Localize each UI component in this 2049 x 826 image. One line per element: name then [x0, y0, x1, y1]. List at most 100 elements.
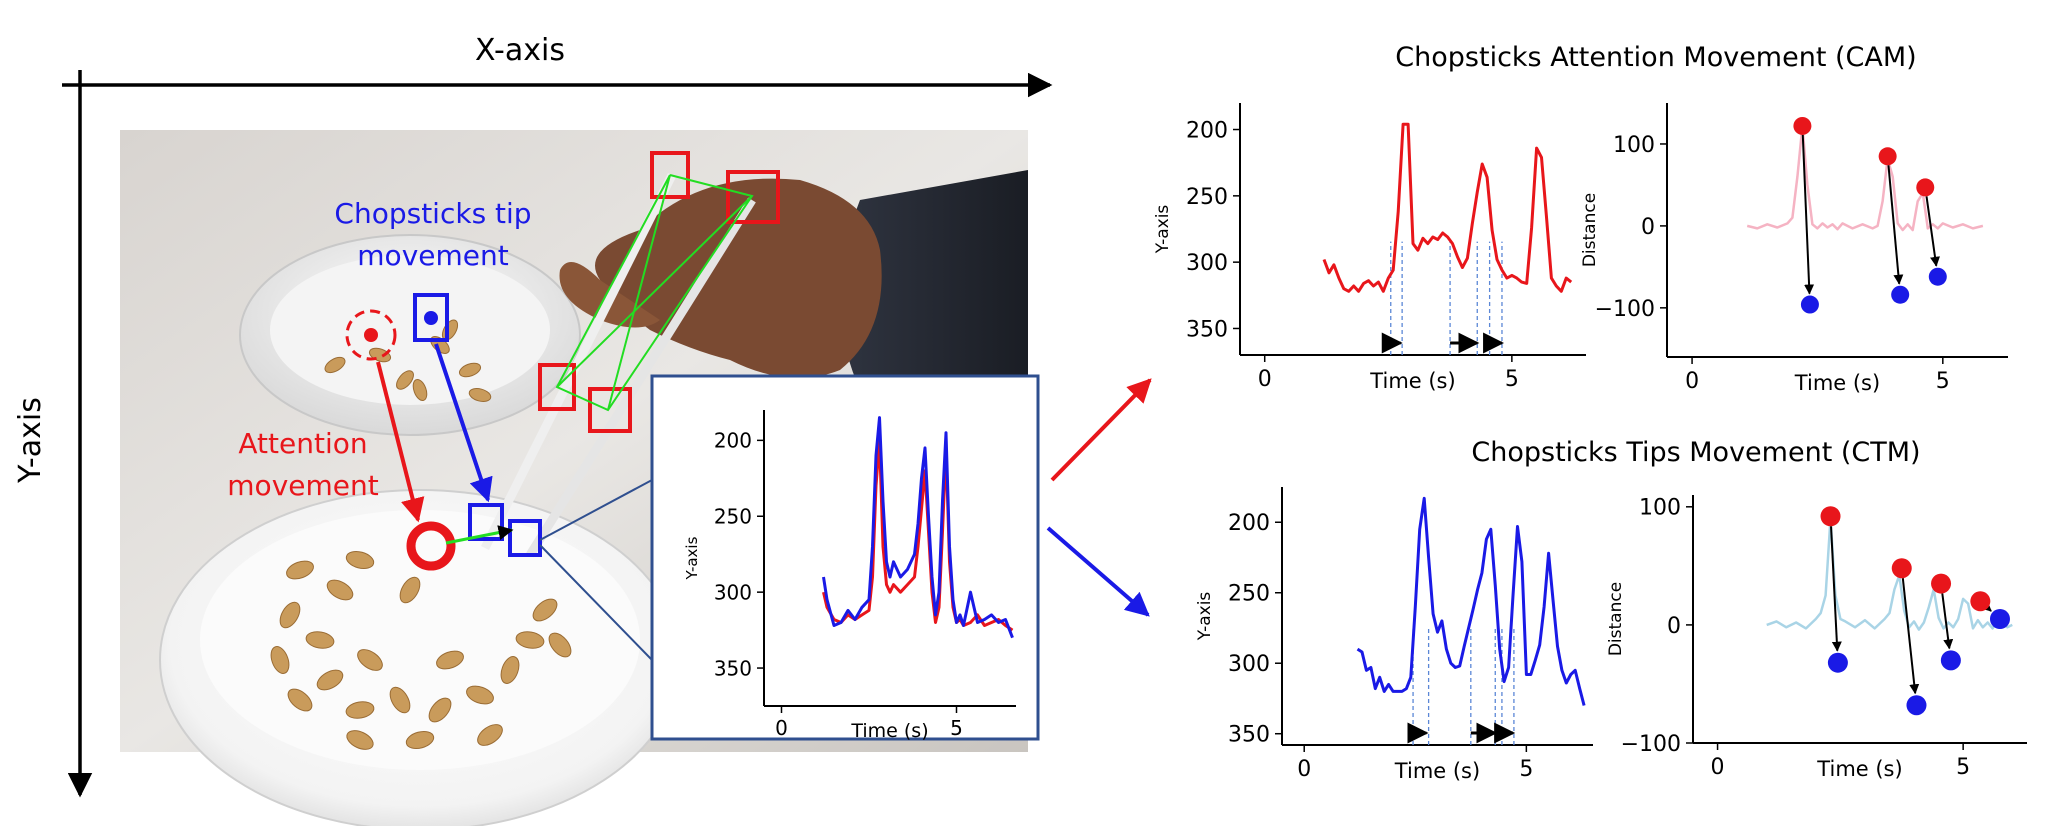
- tracking-box-1: [650, 151, 690, 199]
- image-axes: X-axis Y-axis: [13, 33, 1053, 798]
- tip-movement-label-1: Chopsticks tip: [334, 197, 531, 230]
- end-tip-box-1: [468, 503, 504, 541]
- y-tick-label: 350: [1186, 317, 1228, 342]
- photo: [120, 130, 1028, 826]
- tracking-boxes: [538, 151, 780, 433]
- y-tick-label: −100: [1595, 297, 1655, 322]
- y-axis-label: Y-axis: [13, 397, 48, 484]
- series-line-blue: [1356, 496, 1586, 706]
- y-axis-title: Distance: [1580, 193, 1600, 267]
- y-tick-label: 300: [1228, 652, 1270, 677]
- end-marker: [1940, 650, 1961, 671]
- start-tip-box: [413, 293, 449, 342]
- ctm-distance-chart: 100 0 −100 0 5 Time (s) Distance: [1606, 495, 2027, 781]
- x-tick-label: 0: [1297, 757, 1311, 782]
- end-marker: [1906, 695, 1927, 716]
- y-tick-label: 0: [1641, 215, 1655, 240]
- x-axis-title: Time (s): [1394, 759, 1480, 783]
- tracking-box-4: [588, 387, 632, 433]
- tracking-line-3: [556, 195, 753, 388]
- start-marker: [1916, 178, 1935, 197]
- y-axis-title: Distance: [1606, 582, 1626, 656]
- y-tick-label: 350: [714, 656, 752, 680]
- sleeve: [840, 170, 1028, 420]
- end-marker: [1989, 609, 2010, 629]
- x-tick-label: 5: [950, 716, 963, 740]
- end-marker: [1827, 652, 1848, 673]
- x-axis-title: Time (s): [1369, 369, 1455, 393]
- y-axis-title: Y-axis: [1195, 592, 1215, 642]
- x-tick-label: 0: [1711, 755, 1725, 780]
- series-line-pink: [1746, 124, 1984, 232]
- callout-line-2: [539, 544, 653, 661]
- y-tick-label: 250: [1186, 185, 1228, 210]
- attention-movement-label-1: Attention: [238, 427, 367, 460]
- movement-arrow: [1830, 526, 1842, 652]
- x-tick-label: 0: [1685, 369, 1699, 394]
- x-tick-label: 5: [1956, 755, 1970, 780]
- start-attention-dot: [364, 328, 378, 342]
- tracking-box-3: [538, 363, 576, 411]
- y-tick-label: 0: [1667, 614, 1681, 639]
- attention-movement-label-2: movement: [227, 469, 378, 502]
- x-axis-title: Time (s): [1816, 757, 1902, 781]
- inset-panel: [650, 374, 1040, 741]
- ctm-y-chart: 200 250 300 350 0 5 Time (s) Y-axis: [1195, 487, 1593, 783]
- start-marker: [1878, 147, 1897, 166]
- cam-direction-arrow: [1050, 378, 1152, 482]
- y-tick-label: 100: [1613, 133, 1655, 158]
- x-tick-label: 0: [775, 716, 788, 740]
- start-tip-dot: [424, 311, 438, 325]
- peanuts-front: [270, 550, 572, 750]
- tracking-box-2: [726, 170, 780, 224]
- tip-movement-label-2: movement: [357, 239, 508, 272]
- movement-arrow: [1901, 578, 1920, 695]
- tip-annotations: [345, 293, 542, 571]
- movement-arrow: [1941, 593, 1954, 650]
- movement-arrow: [1925, 196, 1940, 267]
- start-marker: [1891, 558, 1912, 579]
- end-attention-ring: [406, 521, 456, 571]
- y-tick-label: 100: [1639, 496, 1681, 521]
- end-marker: [1928, 267, 1947, 286]
- cam-title: Chopsticks Attention Movement (CAM): [1395, 42, 1916, 73]
- end-marker: [1891, 285, 1910, 304]
- start-marker: [1793, 116, 1812, 135]
- x-tick-label: 5: [1505, 367, 1519, 392]
- ctm-title: Chopsticks Tips Movement (CTM): [1471, 437, 1920, 468]
- movement-arrow: [1887, 165, 1904, 285]
- cam-distance-chart: 100 0 −100 0 5 Time (s) Distance: [1580, 103, 2008, 395]
- x-axis-title: Time (s): [850, 720, 928, 742]
- y-tick-label: −100: [1621, 732, 1681, 757]
- series-line-red: [1322, 122, 1573, 293]
- front-bowl-inner: [200, 510, 640, 770]
- start-attention-circle: [345, 309, 397, 361]
- x-axis-label: X-axis: [475, 33, 565, 68]
- tip-arrow: [434, 343, 493, 503]
- y-tick-label: 200: [1186, 118, 1228, 143]
- cam-y-chart: 200 250 300 350 0 5 Time (s) Y-axis: [1153, 103, 1586, 393]
- start-marker: [1931, 573, 1952, 594]
- end-green-arrow: [445, 525, 514, 545]
- y-axis-title: Y-axis: [1153, 205, 1173, 255]
- series-line-light-blue: [1766, 517, 2013, 631]
- movement-arrow: [1981, 601, 1992, 612]
- start-marker: [1970, 591, 1991, 612]
- x-axis-title: Time (s): [1794, 371, 1880, 395]
- tracking-polylines: [555, 174, 754, 412]
- y-tick-label: 250: [1228, 582, 1270, 607]
- chopstick-1: [480, 172, 677, 551]
- y-tick-label: 200: [1228, 511, 1270, 536]
- inset-chart: 200 250 300 350 0 5 Time (s) Y-axis: [683, 410, 1016, 742]
- x-tick-label: 0: [1258, 367, 1272, 392]
- attention-arrow: [376, 361, 425, 523]
- start-marker: [1820, 506, 1841, 527]
- series-line-red: [822, 438, 1014, 632]
- series-line-blue: [822, 416, 1014, 639]
- y-tick-label: 300: [714, 580, 752, 604]
- y-tick-label: 250: [714, 504, 752, 528]
- y-tick-label: 300: [1186, 251, 1228, 276]
- y-tick-label: 200: [714, 429, 752, 453]
- ctm-direction-arrow: [1046, 526, 1150, 617]
